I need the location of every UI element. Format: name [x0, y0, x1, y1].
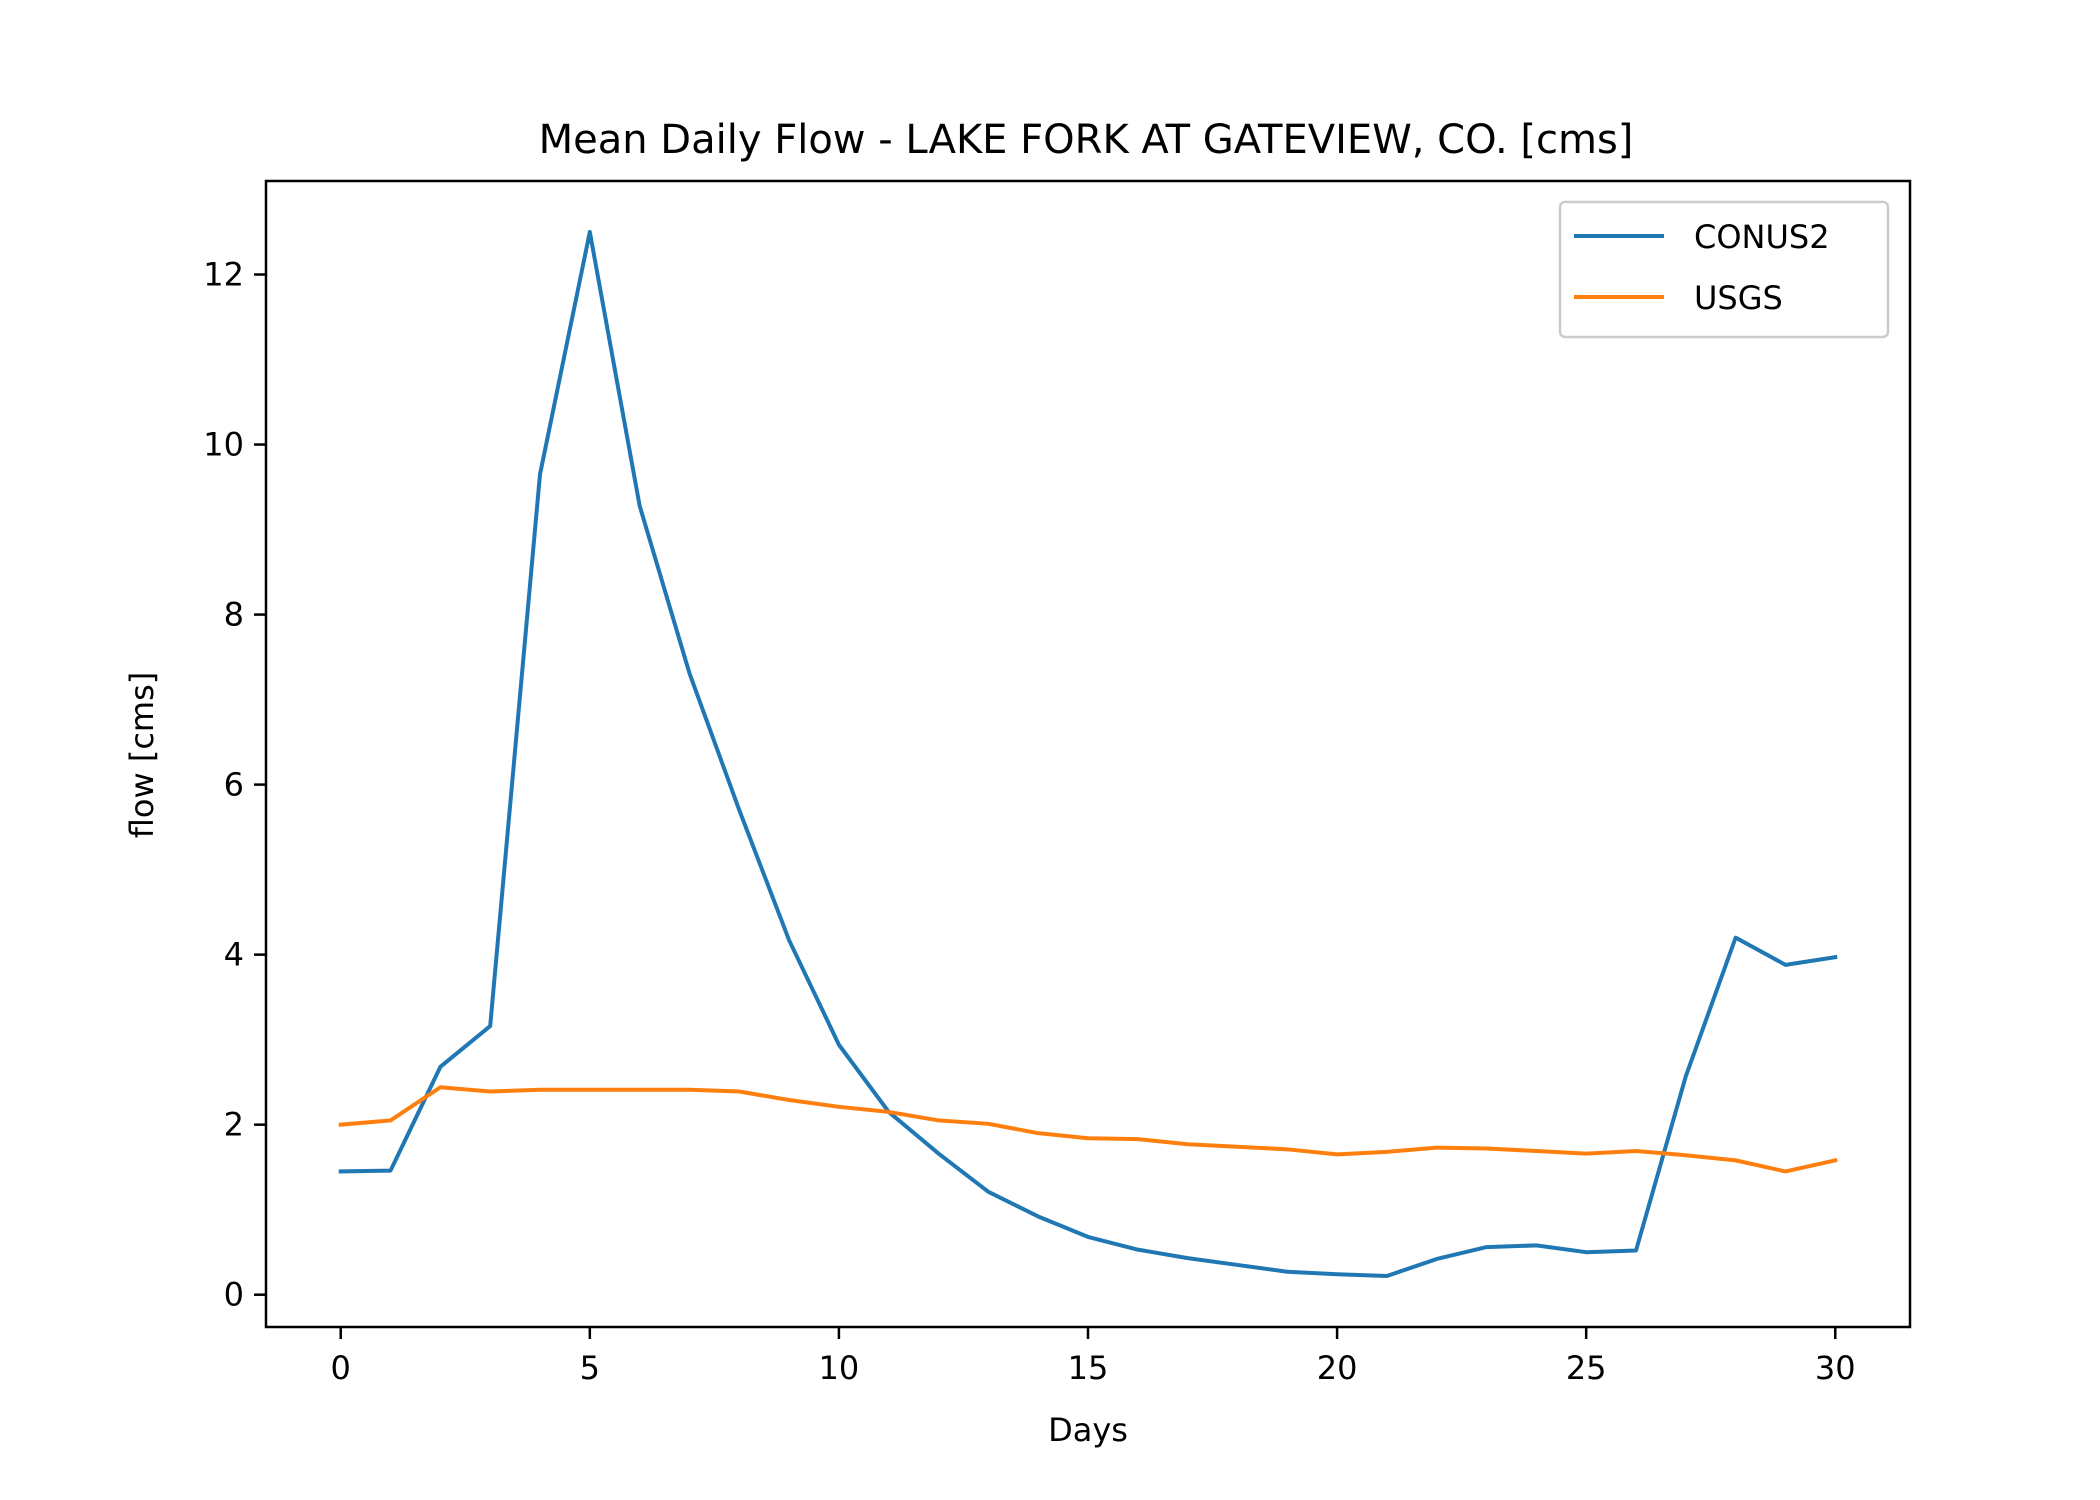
y-axis-label: flow [cms]: [123, 672, 161, 838]
y-tick-label: 6: [224, 766, 244, 804]
y-tick-label: 10: [203, 426, 244, 464]
y-axis: 0 2 4 6 8 10 12: [203, 256, 266, 1314]
y-tick-label: 0: [224, 1276, 244, 1314]
y-tick-label: 4: [224, 936, 244, 974]
y-tick-label: 8: [224, 596, 244, 634]
x-axis: 0 5 10 15 20 25 30: [331, 1327, 1856, 1387]
legend: CONUS2 USGS: [1558, 200, 1890, 339]
series-line-usgs: [338, 1085, 1838, 1174]
series-layer: [338, 230, 1838, 1278]
x-tick-label: 20: [1317, 1349, 1358, 1387]
legend-label-conus2: CONUS2: [1694, 218, 1830, 256]
x-tick-label: 0: [331, 1349, 351, 1387]
x-tick-label: 15: [1068, 1349, 1109, 1387]
y-tick-label: 2: [224, 1106, 244, 1144]
x-axis-label: Days: [1048, 1411, 1128, 1449]
series-line-conus2: [338, 230, 1838, 1278]
y-tick-label: 12: [203, 256, 244, 294]
plot-frame: [264, 179, 1912, 1329]
x-tick-label: 30: [1815, 1349, 1856, 1387]
x-tick-label: 25: [1566, 1349, 1607, 1387]
legend-label-usgs: USGS: [1694, 279, 1783, 317]
x-tick-label: 10: [819, 1349, 860, 1387]
chart-title: Mean Daily Flow - LAKE FORK AT GATEVIEW,…: [539, 117, 1634, 163]
x-tick-label: 5: [580, 1349, 600, 1387]
